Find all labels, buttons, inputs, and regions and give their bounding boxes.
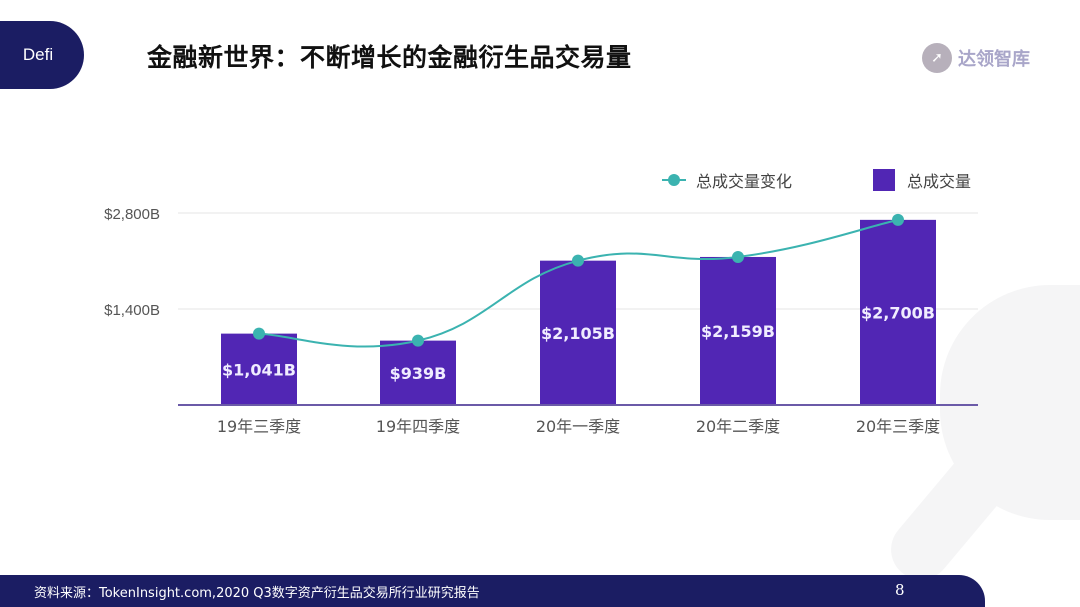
bar-value-label: $939B [390, 364, 447, 383]
bar-swatch-icon [873, 169, 895, 191]
bar [221, 333, 297, 405]
page-number: 8 [895, 581, 905, 599]
x-tick-label: 19年三季度 [217, 417, 301, 436]
bar [540, 260, 616, 405]
line-marker-icon [662, 174, 686, 186]
line-point [732, 250, 744, 263]
line-point [892, 213, 904, 226]
bar [380, 340, 456, 405]
line-point [412, 334, 424, 347]
x-tick-label: 20年二季度 [696, 417, 780, 436]
brand-logo: ➚ 达领智库 [922, 43, 1030, 73]
x-tick-label: 19年四季度 [376, 417, 460, 436]
logo-text: 达领智库 [958, 49, 1030, 70]
legend-bar-label: 总成交量 [907, 172, 972, 191]
page-title: 金融新世界：不断增长的金融衍生品交易量 [147, 43, 632, 72]
x-tick-label: 20年三季度 [856, 417, 940, 436]
x-tick-label: 20年一季度 [536, 417, 620, 436]
section-tag: Defi [0, 21, 84, 89]
bar-value-label: $2,700B [861, 303, 935, 322]
bar [860, 219, 936, 405]
section-tag-label: Defi [22, 45, 54, 64]
y-tick-label: $2,800B [104, 206, 160, 223]
y-tick-label: $1,400B [104, 302, 160, 319]
line-points [253, 213, 904, 347]
source-note: 资料来源：TokenInsight.com,2020 Q3数字资产衍生品交易所行… [34, 586, 480, 601]
x-axis-labels: 19年三季度 19年四季度 20年一季度 20年二季度 20年三季度 [217, 417, 940, 436]
line-point [253, 327, 265, 340]
rocket-icon: ➚ [922, 43, 952, 73]
bar-value-label: $1,041B [222, 360, 296, 379]
bar-value-label: $2,105B [541, 324, 615, 343]
footer-bar: 资料来源：TokenInsight.com,2020 Q3数字资产衍生品交易所行… [0, 575, 985, 607]
chart: $2,800B $1,400B $1,041B $939B $2,105B $2,15… [104, 206, 978, 436]
legend-line: 总成交量变化 [662, 168, 792, 192]
legend-bar: 总成交量 [873, 168, 971, 192]
legend-line-label: 总成交量变化 [696, 172, 793, 191]
bar-value-label: $2,159B [701, 322, 775, 341]
bar [700, 256, 776, 405]
line-point [572, 254, 584, 267]
bar-series: $1,041B $939B $2,105B $2,159B $2,700B [221, 219, 936, 405]
